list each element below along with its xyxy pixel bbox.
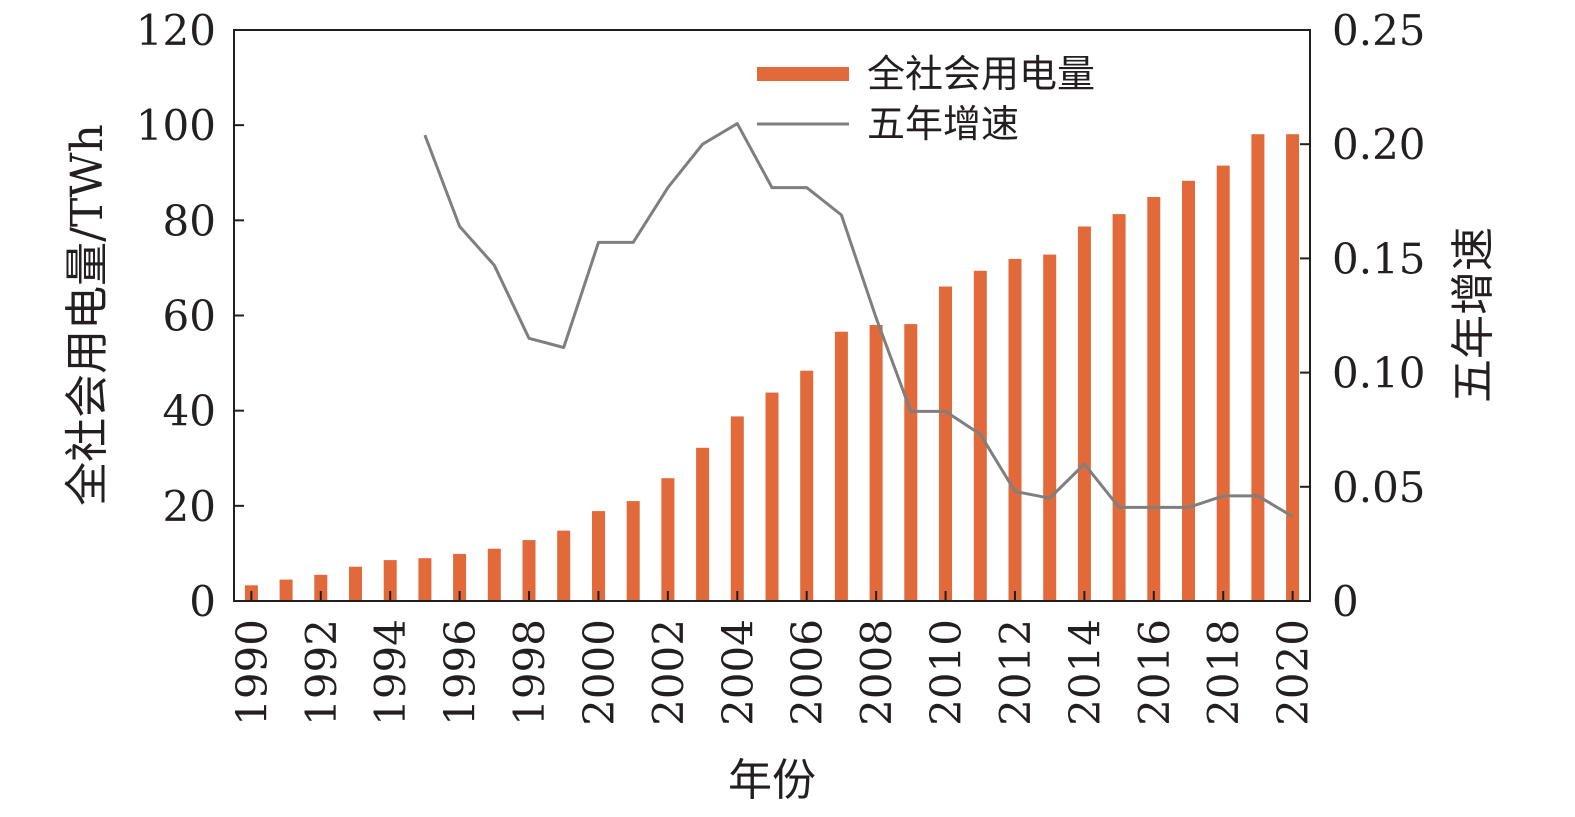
right-tick-label: 0.10 <box>1332 349 1426 398</box>
bar-2002 <box>661 478 675 601</box>
x-tick-label: 1996 <box>436 619 485 726</box>
bar-2000 <box>592 511 605 601</box>
bar-1997 <box>487 548 501 601</box>
x-tick-label: 2018 <box>1199 619 1248 726</box>
left-tick-label: 40 <box>163 387 216 436</box>
bar-series <box>244 134 1300 602</box>
bar-2017 <box>1182 180 1195 602</box>
x-tick-label: 2000 <box>575 619 624 726</box>
left-axis-ticks: 0 20 40 60 80 100 120 <box>136 6 244 626</box>
bar-2003 <box>696 447 710 601</box>
bar-2004 <box>730 416 744 601</box>
legend-bar-label: 全社会用电量 <box>867 52 1095 96</box>
bar-2019 <box>1251 134 1265 601</box>
right-tick-label: 0 <box>1332 577 1359 626</box>
bar-1996 <box>453 553 467 601</box>
right-axis-title: 五年增速 <box>1448 227 1499 403</box>
left-tick-label: 120 <box>136 6 216 55</box>
legend: 全社会用电量 五年增速 <box>757 52 1095 146</box>
bar-2001 <box>626 501 640 601</box>
bar-1998 <box>522 540 536 601</box>
right-axis-ticks: 0 0.05 0.10 0.15 0.20 0.25 <box>1300 6 1426 626</box>
x-tick-label: 2004 <box>713 619 762 726</box>
right-tick-label: 0.25 <box>1332 6 1426 55</box>
x-axis-title: 年份 <box>728 755 816 806</box>
bar-1995 <box>418 558 432 601</box>
bar-2018 <box>1216 165 1230 601</box>
x-tick-label: 1990 <box>227 619 276 726</box>
legend-line-label: 五年增速 <box>867 102 1019 146</box>
x-tick-label: 2006 <box>783 619 832 726</box>
bar-2016 <box>1147 197 1161 601</box>
bar-2012 <box>1008 258 1022 601</box>
left-tick-label: 60 <box>163 292 216 341</box>
bar-1993 <box>349 566 362 601</box>
bar-1991 <box>279 579 293 601</box>
left-axis-title: 全社会用电量/TWh <box>62 124 113 506</box>
bar-1994 <box>383 560 397 601</box>
bar-1992 <box>314 574 328 601</box>
right-tick-label: 0.20 <box>1332 120 1426 169</box>
x-tick-label: 2014 <box>1060 619 1109 726</box>
x-axis-ticks: 1990 1992 1994 1996 1998 2000 2002 2004 2006 2008… <box>227 591 1318 726</box>
bar-2008 <box>869 325 883 601</box>
x-tick-label: 2020 <box>1269 619 1318 726</box>
left-tick-label: 100 <box>136 101 216 150</box>
bar-2005 <box>765 392 779 601</box>
bar-2009 <box>904 324 918 601</box>
bar-2015 <box>1112 214 1126 601</box>
bar-2013 <box>1043 254 1057 601</box>
bar-2020 <box>1286 134 1300 601</box>
growth-rate-line <box>423 122 1294 518</box>
x-tick-label: 2010 <box>922 619 971 726</box>
right-tick-label: 0.15 <box>1332 234 1426 283</box>
bar-2007 <box>834 331 848 601</box>
x-tick-label: 1994 <box>366 619 415 726</box>
left-tick-label: 0 <box>189 577 216 626</box>
bar-2010 <box>939 286 952 601</box>
left-tick-label: 80 <box>163 196 216 245</box>
bar-1999 <box>557 530 571 601</box>
legend-bar-swatch <box>757 67 849 81</box>
bar-2014 <box>1077 226 1091 601</box>
right-tick-label: 0.05 <box>1332 463 1426 512</box>
x-tick-label: 1998 <box>505 619 554 726</box>
x-tick-label: 1992 <box>297 619 346 726</box>
bar-2006 <box>800 370 814 601</box>
x-tick-label: 2016 <box>1130 619 1179 726</box>
left-tick-label: 20 <box>163 482 216 531</box>
x-tick-label: 2012 <box>991 619 1040 726</box>
x-tick-label: 2008 <box>852 619 901 726</box>
x-tick-label: 2002 <box>644 619 693 726</box>
